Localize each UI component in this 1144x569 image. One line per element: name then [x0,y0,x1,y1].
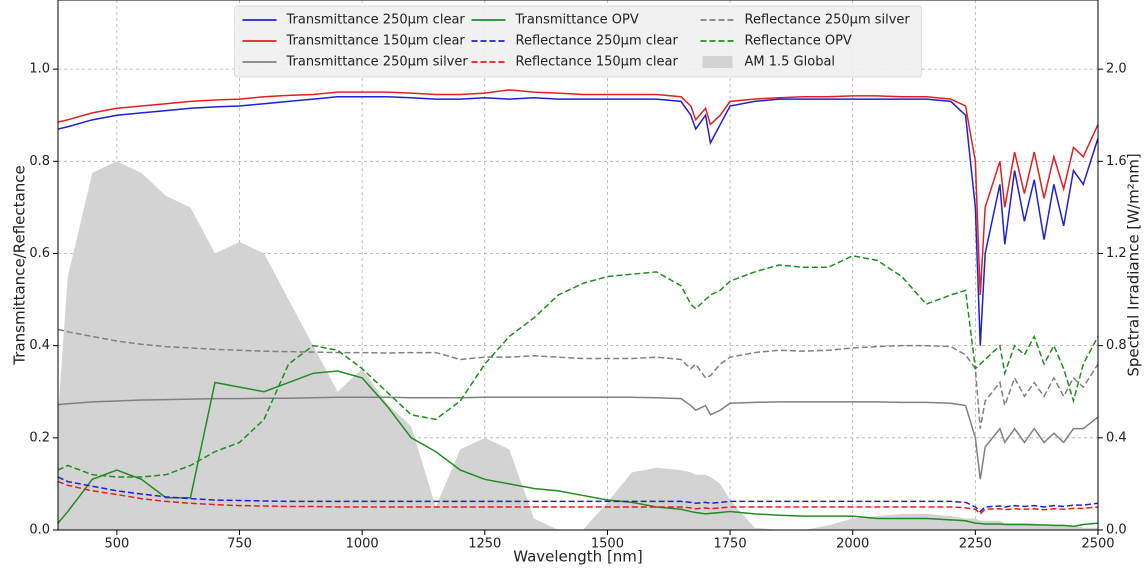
x-tick-label: 1250 [468,537,501,552]
line [57,396,1099,480]
line [57,255,1099,478]
legend-label: Reflectance 250μm silver [745,13,911,28]
legend-label: Reflectance OPV [745,34,852,49]
plot-frame [57,0,1099,531]
legend-label: AM 1.5 Global [745,55,836,70]
x-tick-label: 1750 [714,537,747,552]
x-tick-label: 2000 [836,537,869,552]
x-tick-label: 1000 [346,537,379,552]
line [57,370,1099,528]
x-tick-label: 2500 [1081,537,1114,552]
line [57,476,1099,513]
legend-label: Transmittance 250μm clear [286,13,466,28]
legend-label: Transmittance 250μm silver [286,55,469,70]
y-tick-label: 0.4 [29,338,50,353]
legend: Transmittance 250μm clear Transmittance 1… [234,5,922,78]
y-tick-label: 0.6 [29,246,50,261]
legend-box [234,5,922,78]
y2-tick-label: 0.0 [1106,523,1127,538]
y2-tick-label: 2.0 [1106,62,1127,77]
y-tick-label: 0.8 [29,154,50,169]
y-tick-label: 0.0 [29,523,50,538]
x-tick-label: 1500 [591,537,624,552]
x-axis-label: Wavelength [nm] [513,548,643,566]
y-tick-label: 1.0 [29,62,50,77]
area [58,161,1098,530]
y-axis-label: Transmittance/Reflectance [11,165,29,365]
line [57,96,1099,346]
y-tick-label: 0.2 [29,430,50,445]
legend-label: Reflectance 250μm clear [516,34,679,49]
plot-data [57,89,1099,530]
legend-label: Reflectance 150μm clear [516,55,679,70]
y2-axis-label: Spectral Irradiance [W/m²nm] [1125,153,1143,376]
line [57,480,1099,515]
legend-label: Transmittance 150μm clear [286,34,466,49]
axes: 500 750 1000 1250 1500 1750 2000 2250 25000.00.2… [29,0,1127,552]
legend-swatch [702,56,733,68]
x-tick-label: 750 [227,537,252,552]
y2-tick-label: 1.2 [1106,246,1127,261]
y2-tick-label: 0.8 [1106,338,1127,353]
legend-label: Transmittance OPV [515,13,639,28]
y2-tick-label: 0.4 [1106,430,1127,445]
y2-tick-label: 1.6 [1106,154,1127,169]
line [57,89,1099,295]
x-tick-label: 500 [104,537,129,552]
x-tick-label: 2250 [959,537,992,552]
